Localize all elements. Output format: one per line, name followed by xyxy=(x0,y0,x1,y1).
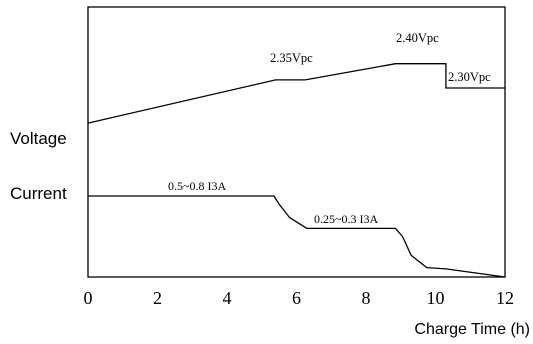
series-label-current: Current xyxy=(10,184,67,203)
current-series-line xyxy=(88,195,506,278)
annotation-2-35vpc: 2.35Vpc xyxy=(270,51,313,65)
annotation-2-40vpc: 2.40Vpc xyxy=(396,31,439,45)
x-tick-label: 12 xyxy=(496,288,514,308)
annotation-current-absorption: 0.25~0.3 I3A xyxy=(314,212,378,226)
x-tick-label: 2 xyxy=(153,288,162,308)
x-tick-label: 6 xyxy=(292,288,301,308)
annotation-current-bulk: 0.5~0.8 I3A xyxy=(168,179,226,193)
annotation-2-30vpc: 2.30Vpc xyxy=(448,70,491,84)
x-tick-label: 4 xyxy=(223,288,232,308)
series-label-voltage: Voltage xyxy=(10,129,67,148)
x-axis-tick-labels: 0 2 4 6 8 10 12 xyxy=(84,288,515,308)
x-tick-label: 8 xyxy=(362,288,371,308)
x-axis-label: Charge Time (h) xyxy=(414,321,530,338)
plot-frame xyxy=(87,6,506,278)
voltage-series-line xyxy=(87,63,505,124)
x-tick-label: 10 xyxy=(427,288,445,308)
x-tick-label: 0 xyxy=(84,288,93,308)
